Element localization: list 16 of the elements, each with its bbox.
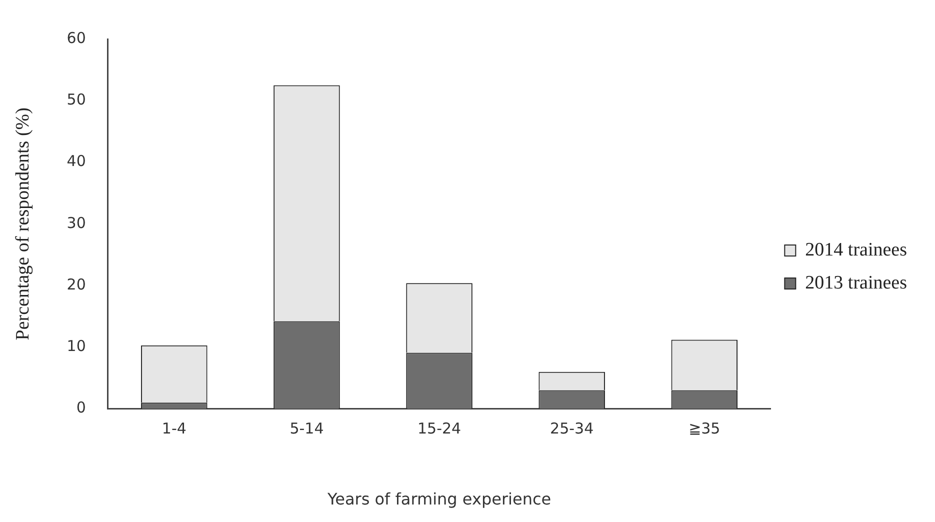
y-tick-label: 20	[66, 275, 86, 294]
x-tick-label: 5-14	[290, 420, 324, 438]
x-tick-label: 1-4	[162, 420, 186, 438]
legend-label: 2013 trainees	[805, 272, 907, 294]
x-tick-label: ≧35	[688, 420, 720, 438]
y-tick-label: 40	[66, 152, 86, 170]
y-tick-label: 50	[66, 90, 86, 109]
y-tick-label: 30	[66, 214, 86, 232]
y-tick-label: 60	[66, 28, 86, 47]
legend-label: 2014 trainees	[805, 239, 907, 260]
x-tick-label: 25-34	[550, 420, 594, 438]
x-axis-title: Years of farming experience	[326, 490, 552, 509]
y-axis-title: Percentage of respondents (%)	[12, 108, 34, 340]
x-tick-label: 15-24	[417, 420, 462, 438]
y-tick-label: 0	[76, 398, 86, 417]
y-tick-label: 10	[66, 337, 86, 356]
